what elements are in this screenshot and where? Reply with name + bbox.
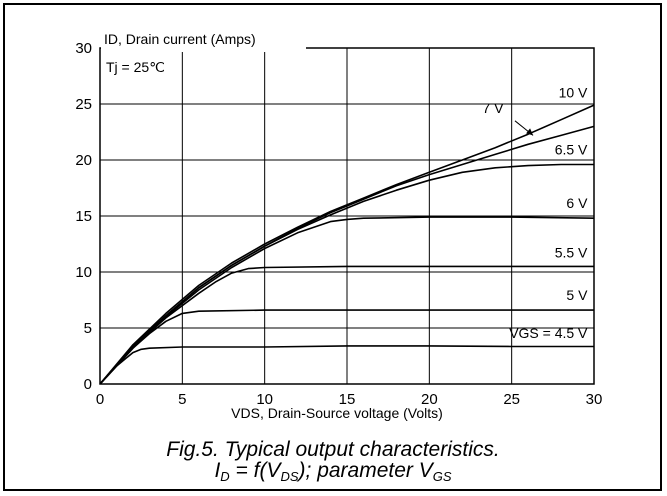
- curve-vgs-4-5-v: [99, 345, 594, 385]
- curve-label: 5.5 V: [555, 244, 588, 260]
- caption-id-symbol: I: [214, 459, 220, 482]
- curve-label: 6 V: [566, 195, 588, 211]
- caption-equation: = f(V: [230, 459, 283, 482]
- x-tick-label: 10: [256, 391, 273, 408]
- curve-labels: VGS = 4.5 V 5 V 5.5 V 6 V 6.5 V 7 V 10 V: [482, 84, 588, 341]
- caption-id-subscript: D: [220, 469, 229, 484]
- curve-label: 5 V: [566, 287, 588, 303]
- ylabel-background: [101, 30, 306, 52]
- x-tick-label: 0: [96, 391, 104, 408]
- x-tick-label: 5: [178, 391, 186, 408]
- x-axis-ticks: 0 5 10 15 20 25 30: [96, 391, 603, 408]
- curve-6-v: [99, 216, 595, 385]
- curve-10-v: [99, 104, 595, 385]
- temperature-annotation: Tj = 25℃: [106, 59, 165, 75]
- plot-border: [99, 47, 595, 385]
- x-tick-label: 30: [586, 391, 603, 408]
- y-tick-label: 25: [75, 96, 92, 113]
- label-arrowhead: [526, 128, 534, 136]
- curves: [99, 104, 595, 385]
- y-tick-label: 30: [75, 40, 92, 57]
- curve-label: 7 V: [482, 100, 504, 116]
- y-tick-label: 15: [75, 208, 92, 225]
- x-tick-label: 20: [421, 391, 438, 408]
- caption-vgs-subscript: GS: [433, 469, 452, 484]
- grid: [100, 48, 594, 384]
- curve-label: 6.5 V: [555, 141, 588, 157]
- caption-line-1: Fig.5. Typical output characteristics.: [166, 438, 499, 461]
- y-tick-label: 20: [75, 152, 92, 169]
- y-tick-label: 5: [84, 320, 92, 337]
- curve-label: 10 V: [559, 84, 588, 100]
- curve-7-v: [99, 125, 595, 385]
- y-axis-label: ID, Drain current (Amps): [104, 31, 256, 47]
- x-tick-label: 25: [503, 391, 520, 408]
- chart-frame: [3, 3, 662, 491]
- caption-line-2: ID = f(VDS); parameter VGS: [214, 459, 451, 484]
- y-tick-label: 0: [84, 376, 92, 393]
- curve-label: VGS = 4.5 V: [509, 325, 588, 341]
- y-axis-ticks: 0 5 10 15 20 25 30: [75, 40, 92, 393]
- x-tick-label: 15: [339, 391, 356, 408]
- caption-vds-subscript: DS: [280, 469, 298, 484]
- x-axis-label: VDS, Drain-Source voltage (Volts): [231, 405, 443, 421]
- y-tick-label: 10: [75, 264, 92, 281]
- caption-parameter: ); parameter V: [296, 459, 435, 482]
